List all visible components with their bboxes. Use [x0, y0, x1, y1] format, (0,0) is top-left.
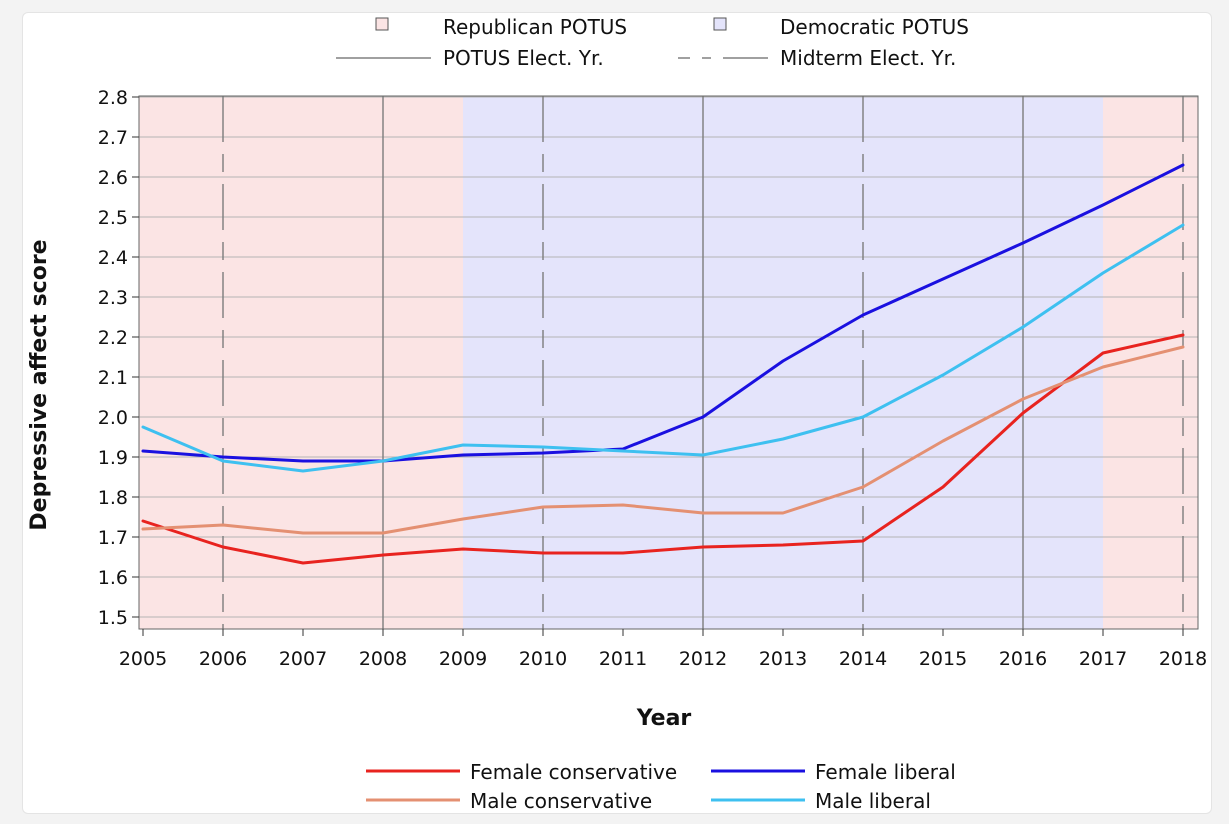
democratic-legend-swatch	[713, 17, 727, 31]
series-line-female-conservative	[141, 333, 1185, 565]
x-tick-label-2017: 2017	[1079, 648, 1127, 670]
series-line-female-liberal	[141, 163, 1185, 463]
y-tick-label-2.2: 2.2	[98, 327, 128, 349]
x-tick-label-2011: 2011	[599, 648, 647, 670]
party-band-0	[139, 96, 463, 629]
y-tick-label-1.6: 1.6	[98, 567, 128, 589]
y-tick-label-2.3: 2.3	[98, 287, 128, 309]
democratic-legend-label: Democratic POTUS	[780, 15, 969, 39]
series-legend: Female conservative Female liberal Male …	[366, 760, 956, 813]
y-tick-label-2.1: 2.1	[98, 367, 128, 389]
axes: 2005 2006 2007 2008 2009 2010 2011 2012 2013 2014…	[98, 87, 1207, 670]
plot-area-border	[138, 95, 1199, 630]
chart-frame: Republican POTUS Democratic POTUS POTUS …	[22, 12, 1212, 814]
x-tick-label-2010: 2010	[519, 648, 567, 670]
y-tick-label-2.7: 2.7	[98, 127, 128, 149]
x-tick-label-2008: 2008	[359, 648, 407, 670]
x-tick-label-2015: 2015	[919, 648, 967, 670]
legend-label-male-conservative: Male conservative	[470, 789, 652, 813]
x-tick-label-2012: 2012	[679, 648, 727, 670]
legend-label-female-conservative: Female conservative	[470, 760, 677, 784]
x-tick-label-2007: 2007	[279, 648, 327, 670]
y-tick-label-2.5: 2.5	[98, 207, 128, 229]
y-tick-label-1.9: 1.9	[98, 447, 128, 469]
depressive-affect-line-chart: Republican POTUS Democratic POTUS POTUS …	[27, 15, 1207, 813]
x-tick-label-2006: 2006	[199, 648, 247, 670]
y-tick-label-2.0: 2.0	[98, 407, 128, 429]
horizontal-gridlines	[139, 96, 1198, 618]
y-tick-label-2.4: 2.4	[98, 247, 128, 269]
top-legend: Republican POTUS Democratic POTUS POTUS …	[336, 15, 969, 70]
x-tick-label-2009: 2009	[439, 648, 487, 670]
y-tick-label-1.7: 1.7	[98, 527, 128, 549]
legend-label-female-liberal: Female liberal	[815, 760, 956, 784]
legend-label-male-liberal: Male liberal	[815, 789, 931, 813]
x-tick-label-2018: 2018	[1159, 648, 1207, 670]
y-axis-title: Depressive affect score	[27, 239, 52, 530]
y-tick-label-2.8: 2.8	[98, 87, 128, 109]
y-tick-label-2.6: 2.6	[98, 167, 128, 189]
x-axis-title: Year	[636, 706, 692, 731]
y-tick-label-1.5: 1.5	[98, 607, 128, 629]
y-tick-label-1.8: 1.8	[98, 487, 128, 509]
series-lines	[141, 163, 1185, 565]
x-tick-label-2016: 2016	[999, 648, 1047, 670]
series-line-male-liberal	[141, 223, 1185, 473]
election-year-lines	[222, 96, 1184, 629]
midterm-elect-legend-label: Midterm Elect. Yr.	[780, 46, 956, 70]
x-tick-label-2014: 2014	[839, 648, 887, 670]
series-line-male-conservative	[141, 345, 1185, 535]
republican-legend-swatch	[375, 17, 389, 31]
republican-legend-label: Republican POTUS	[443, 15, 627, 39]
x-tick-label-2013: 2013	[759, 648, 807, 670]
potus-elect-legend-label: POTUS Elect. Yr.	[443, 46, 604, 70]
x-tick-label-2005: 2005	[119, 648, 167, 670]
